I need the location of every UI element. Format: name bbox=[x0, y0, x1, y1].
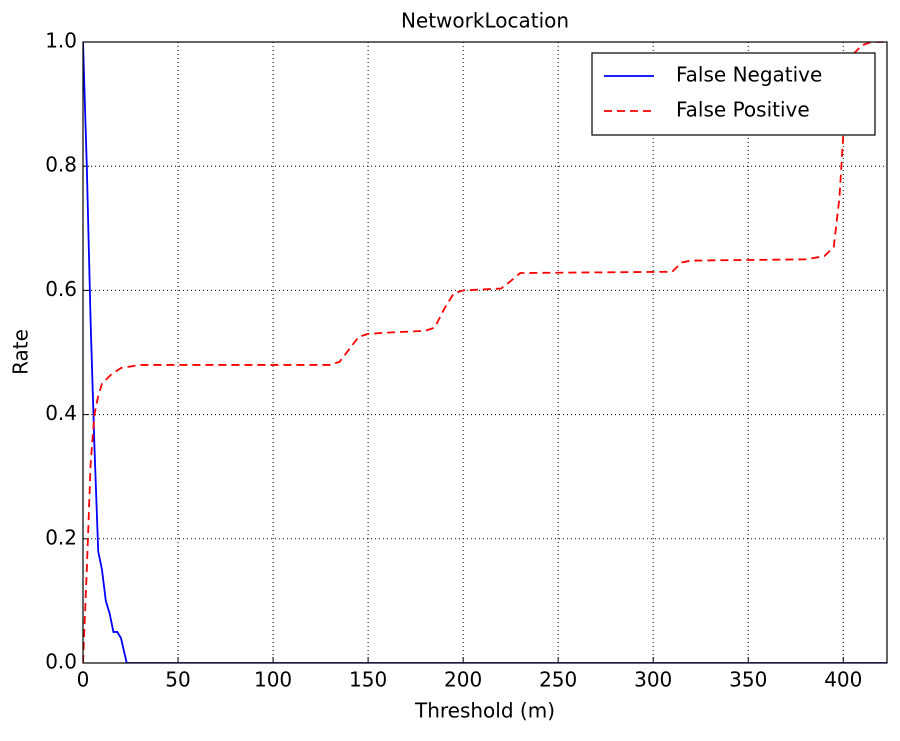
x-tick-label: 100 bbox=[254, 668, 292, 692]
x-tick-label: 250 bbox=[539, 668, 577, 692]
chart-title: NetworkLocation bbox=[401, 9, 569, 33]
y-tick-label: 0.4 bbox=[45, 401, 77, 425]
y-tick-label: 0.2 bbox=[45, 525, 77, 549]
data-line bbox=[83, 42, 887, 663]
y-tick-label: 0.8 bbox=[45, 153, 77, 177]
y-axis-label: Rate bbox=[9, 329, 33, 375]
data-line bbox=[83, 42, 887, 663]
legend-box bbox=[591, 52, 876, 136]
x-tick-label: 400 bbox=[824, 668, 862, 692]
x-tick-label: 0 bbox=[77, 668, 90, 692]
x-axis-label: Threshold (m) bbox=[414, 699, 555, 723]
y-tick-label: 0.0 bbox=[45, 650, 77, 674]
x-tick-label: 200 bbox=[444, 668, 482, 692]
x-tick-label: 150 bbox=[349, 668, 387, 692]
y-tick-label: 0.6 bbox=[45, 277, 77, 301]
x-tick-label: 350 bbox=[729, 668, 767, 692]
plot-frame bbox=[82, 41, 888, 664]
y-tick-label: 1.0 bbox=[45, 29, 77, 53]
legend-label: False Negative bbox=[676, 63, 822, 87]
x-tick-label: 50 bbox=[165, 668, 190, 692]
legend-label: False Positive bbox=[676, 98, 810, 122]
x-tick-label: 300 bbox=[634, 668, 672, 692]
